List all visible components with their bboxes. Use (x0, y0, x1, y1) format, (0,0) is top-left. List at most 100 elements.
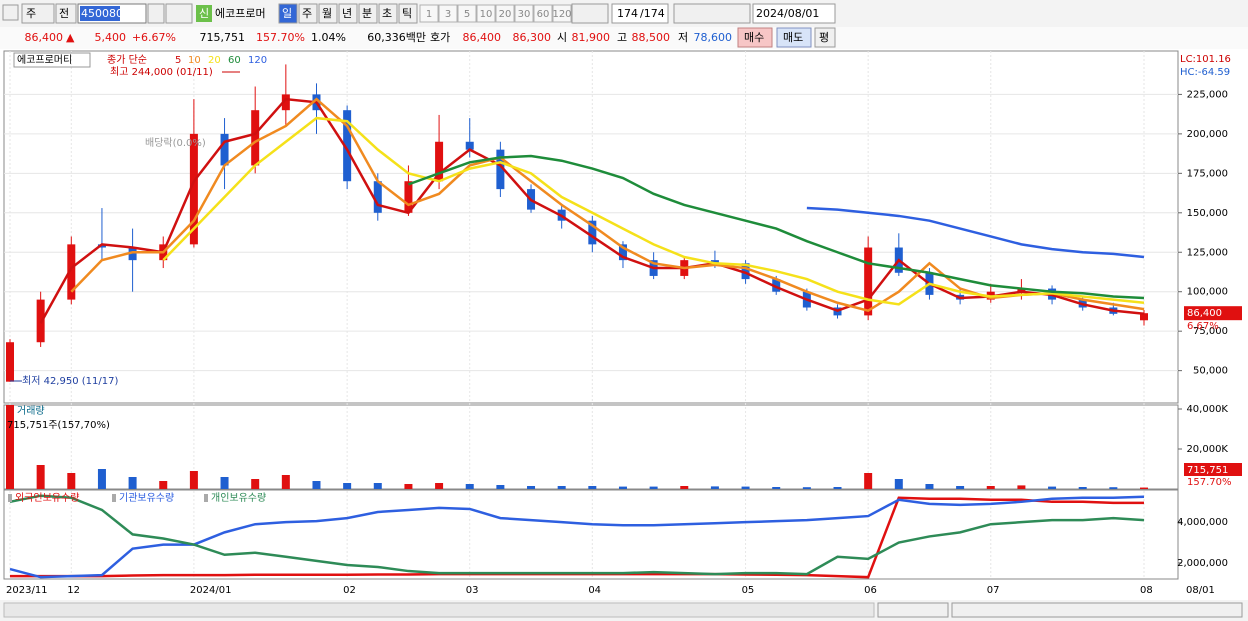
interval: 20 (499, 9, 512, 20)
buy-button[interactable] (737, 27, 773, 48)
candle-body (618, 244, 627, 261)
volume-bar (864, 473, 873, 489)
volume-bar (404, 484, 413, 489)
period-button[interactable] (338, 3, 358, 24)
series-line (162, 116, 1145, 306)
x-tick-label: 04 (588, 585, 601, 596)
candle-body (189, 133, 198, 245)
candle-body (373, 181, 382, 213)
playback-buttons[interactable] (877, 602, 949, 618)
candle-body (710, 260, 719, 264)
high-note: 최고 244,000 (01/11) (110, 66, 213, 78)
tool-buttons[interactable] (673, 3, 751, 24)
scroll-track[interactable] (3, 602, 875, 618)
volume: 715,751 (200, 31, 246, 44)
y-tick-label: 40,000K (1186, 404, 1228, 415)
y-tick-label: 150,000 (1187, 208, 1228, 219)
volume-summary: 715,751주(157,70%) (7, 420, 110, 431)
prev-button[interactable] (55, 3, 77, 24)
low-note: 최저 42,950 (11/17) (22, 375, 118, 387)
period: 월 (322, 7, 332, 20)
search-button[interactable] (147, 3, 165, 24)
bid: 86,300 (513, 31, 552, 44)
zoom-tools[interactable] (951, 602, 1243, 618)
interval: 120 (552, 9, 571, 20)
interval-button[interactable] (552, 4, 572, 23)
volume-bar (833, 487, 842, 489)
period: 분 (362, 7, 372, 20)
period: 주 (302, 7, 312, 20)
interval: 30 (518, 9, 531, 20)
period-button[interactable] (378, 3, 398, 24)
legend-swatch (8, 494, 12, 502)
legend-entry: 외국인보유수량 (15, 492, 79, 504)
candle-body (67, 244, 76, 300)
count-input[interactable] (611, 3, 669, 24)
new-badge: 신 (199, 7, 209, 20)
candle-body (220, 133, 229, 166)
volume-bar (36, 465, 45, 489)
volume-bar (67, 473, 76, 489)
eval: 평 (819, 31, 829, 44)
volume-bar (435, 483, 444, 489)
volume-bar (373, 483, 382, 489)
volume-tag (1184, 463, 1242, 476)
date: 2024/08/01 (756, 7, 819, 20)
info-row (0, 27, 1248, 49)
eval-button[interactable] (814, 27, 836, 48)
legend-entry: 기관보유수량 (119, 492, 174, 504)
interval-button[interactable] (419, 4, 439, 23)
volume-bar (710, 486, 719, 489)
market-select[interactable] (21, 3, 55, 24)
candle-body (281, 94, 290, 111)
menu-icon[interactable] (2, 4, 19, 21)
dropdown[interactable] (571, 3, 609, 24)
x-tick-label: 08 (1140, 585, 1153, 596)
price-tag-label: 86,400 (1187, 308, 1222, 319)
interval-button[interactable] (533, 4, 553, 23)
candle-body (465, 141, 474, 150)
candle-body (343, 110, 352, 182)
hc-label: HC:-64.59 (1180, 67, 1230, 78)
volume-bar (527, 486, 536, 489)
candle-body (128, 247, 137, 261)
interval-button[interactable] (457, 4, 477, 23)
volume-bar (802, 487, 811, 489)
interval-button[interactable] (476, 4, 496, 23)
volume-bar (343, 483, 352, 489)
interval-button[interactable] (438, 4, 458, 23)
code: 450080 (81, 7, 123, 20)
x-tick-label: 2023/11 (6, 585, 48, 596)
period-button[interactable] (318, 3, 338, 24)
volume-bar (925, 484, 934, 489)
volume-bar (220, 477, 229, 489)
dividend-note: 배당락(0.0%) (145, 137, 206, 149)
interval-button[interactable] (514, 4, 534, 23)
change-tag-label: 6.67% (1187, 321, 1219, 332)
volume-bar (1017, 485, 1026, 489)
period-button[interactable] (298, 3, 318, 24)
low-label: 저 (678, 31, 688, 44)
volume-tag-label: 715,751 (1187, 465, 1228, 476)
legend-entry: 60 (228, 55, 241, 66)
sound-button[interactable] (165, 3, 193, 24)
date-input[interactable] (752, 3, 836, 24)
y-tick-label: 100,000 (1187, 287, 1228, 298)
volume-bar (1109, 487, 1118, 489)
market: 주 (26, 7, 36, 20)
x-tick-label: 06 (864, 585, 877, 596)
x-tick-label: 07 (987, 585, 1000, 596)
high-label: 고 (617, 31, 627, 44)
sell-button[interactable] (776, 27, 812, 48)
series-line (9, 495, 1145, 579)
x-tick-label: 2024/01 (190, 585, 232, 596)
candle-body (588, 220, 597, 245)
interval-button[interactable] (495, 4, 515, 23)
candle-body (741, 263, 750, 280)
period-button[interactable] (398, 3, 418, 24)
volume-bar (894, 479, 903, 489)
period: 년 (342, 7, 352, 20)
period-button[interactable] (358, 3, 378, 24)
legend-swatch (112, 494, 116, 502)
period-button[interactable] (278, 3, 298, 24)
